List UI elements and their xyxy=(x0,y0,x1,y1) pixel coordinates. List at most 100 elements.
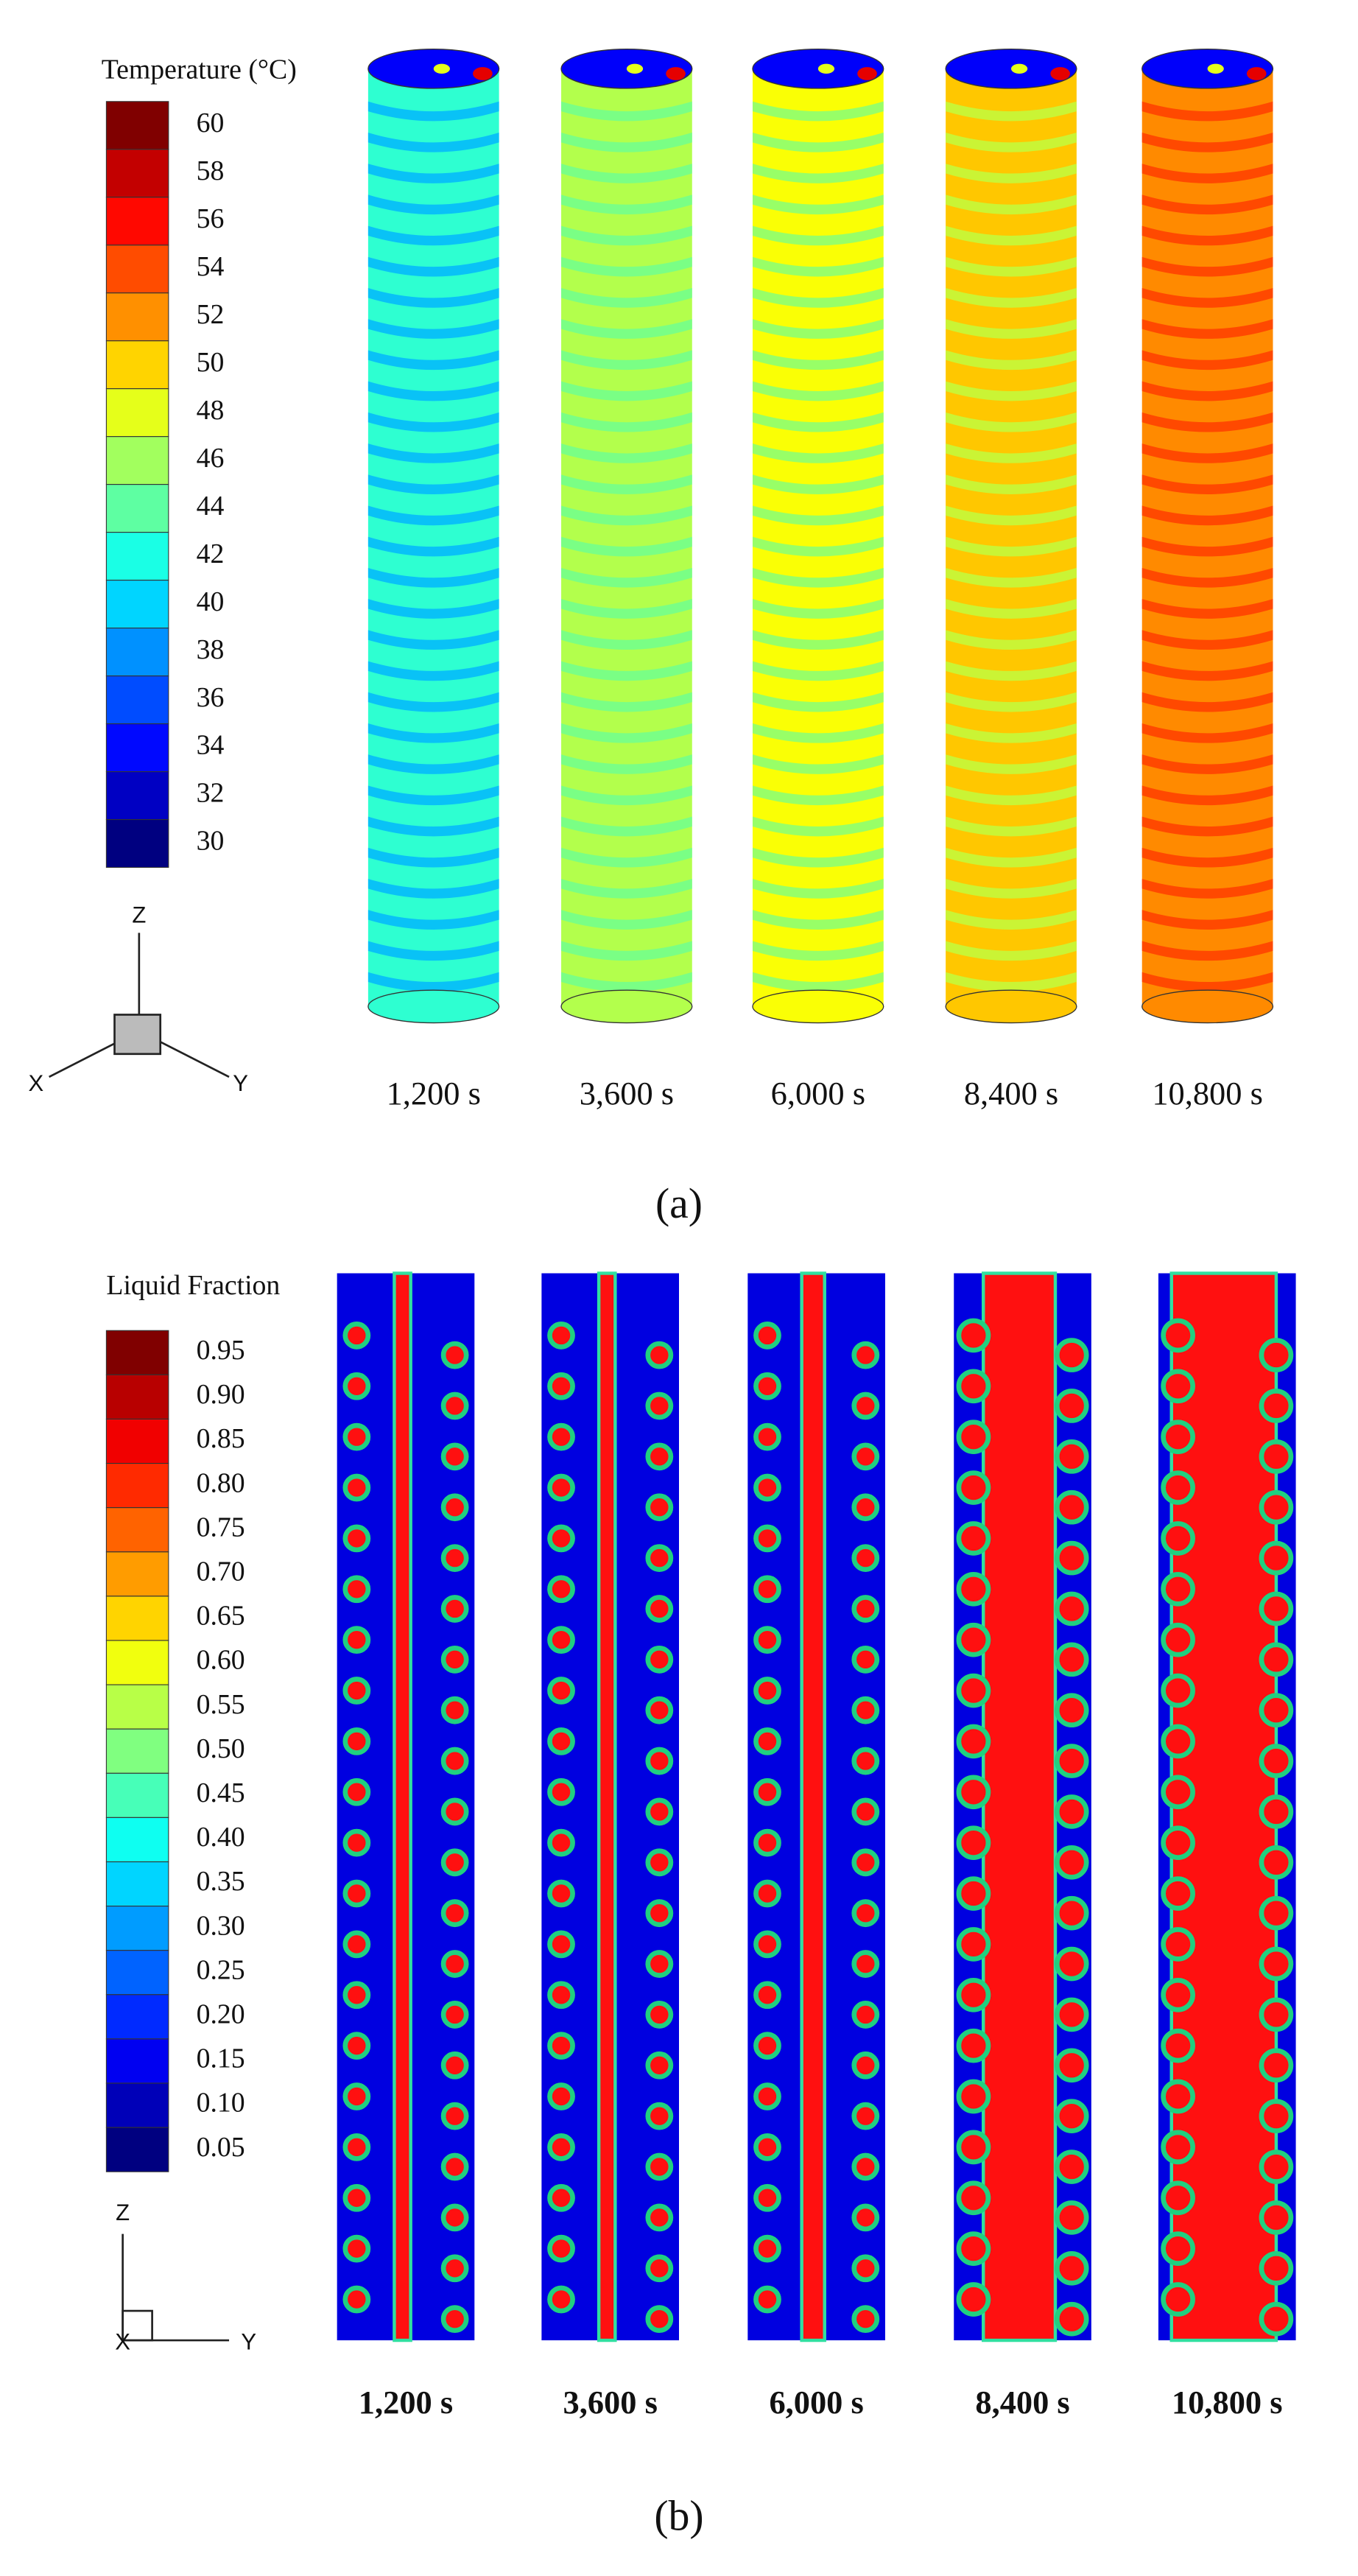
stripe xyxy=(1141,972,1273,992)
melt-spot xyxy=(645,1797,674,1826)
stripe xyxy=(946,972,1077,992)
time-label: 10,800 s xyxy=(1172,2384,1283,2421)
legend-swatch xyxy=(105,532,169,581)
legend-swatch xyxy=(105,1596,169,1641)
stripe xyxy=(561,879,692,899)
cylinder xyxy=(367,69,499,1007)
stripe xyxy=(752,505,884,526)
melt-spot xyxy=(645,2203,674,2232)
melt-spot xyxy=(547,1322,575,1350)
legend-label: 0.75 xyxy=(197,1512,245,1543)
legend-label: 56 xyxy=(197,203,225,234)
stripe xyxy=(561,256,692,277)
legend-label: 0.40 xyxy=(197,1822,245,1853)
port xyxy=(1246,67,1267,80)
melt-spot xyxy=(645,2152,674,2181)
melt-spot xyxy=(547,1930,575,1959)
melt-spot xyxy=(547,1524,575,1553)
legend-label: 0.90 xyxy=(197,1379,245,1410)
melt-spot xyxy=(956,1977,991,2012)
stripe xyxy=(1141,505,1273,526)
stripe xyxy=(1141,101,1273,122)
stripe xyxy=(752,319,884,339)
melt-spot xyxy=(547,1828,575,1857)
melt-spot xyxy=(342,1626,371,1654)
legend-swatch xyxy=(105,1950,169,1996)
melt-spot xyxy=(956,1369,991,1404)
melt-spot xyxy=(547,1422,575,1451)
stripe xyxy=(946,816,1077,837)
stripe xyxy=(752,164,884,183)
stripe xyxy=(752,443,884,463)
melt-spot xyxy=(440,2001,469,2029)
stripe xyxy=(946,599,1077,619)
stripe xyxy=(946,941,1077,961)
stripe xyxy=(561,910,692,930)
legend-title: Temperature (°C) xyxy=(102,54,297,85)
legend-label: 42 xyxy=(197,538,225,569)
melt-spot xyxy=(547,1981,575,2010)
melt-spot xyxy=(1054,1338,1089,1372)
stripe xyxy=(1141,536,1273,557)
stripe xyxy=(367,816,499,837)
stripe xyxy=(561,319,692,339)
axis-label: X xyxy=(115,2329,130,2355)
melt-spot xyxy=(1054,1439,1089,1474)
legend-label: 0.05 xyxy=(197,2132,245,2163)
melt-spot xyxy=(1259,1338,1294,1372)
melt-spot xyxy=(1259,2149,1294,2184)
melt-spot xyxy=(1161,1673,1195,1708)
axis-label: Z xyxy=(132,902,146,927)
stripe xyxy=(367,661,499,681)
legend-swatch xyxy=(105,818,169,868)
legend-swatch xyxy=(105,1418,169,1464)
legend-label: 44 xyxy=(197,491,225,522)
melt-spot xyxy=(851,1797,880,1826)
melt-spot xyxy=(1259,2250,1294,2286)
melt-spot xyxy=(1259,2301,1294,2337)
legend-swatch xyxy=(105,628,169,677)
legend-swatch xyxy=(105,1507,169,1553)
melt-spot xyxy=(753,1626,781,1654)
melt-spot xyxy=(1161,1369,1195,1404)
stripe xyxy=(752,194,884,215)
melt-spot xyxy=(547,2234,575,2263)
melt-spot xyxy=(1259,1895,1294,1931)
legend-label: 0.95 xyxy=(197,1335,245,1366)
melt-spot xyxy=(753,1524,781,1553)
melt-spot xyxy=(1054,1744,1089,1778)
melt-spot xyxy=(1259,1693,1294,1728)
stripe xyxy=(1141,630,1273,650)
legend-swatch xyxy=(105,2038,169,2084)
port xyxy=(666,67,686,80)
melt-spot xyxy=(342,1524,371,1553)
stripe xyxy=(367,599,499,619)
melt-spot xyxy=(1161,1927,1195,1962)
stripe xyxy=(1141,164,1273,183)
melt-spot xyxy=(342,1930,371,1959)
legend-label: 32 xyxy=(197,778,225,809)
melt-spot xyxy=(1259,2099,1294,2134)
melt-spot xyxy=(342,1322,371,1350)
stripe xyxy=(561,194,692,215)
melt-spot xyxy=(645,1442,674,1471)
legend-swatch xyxy=(105,1551,169,1597)
legend-swatch xyxy=(105,1817,169,1863)
melt-spot xyxy=(342,1422,371,1451)
stripe xyxy=(752,474,884,494)
melt-spot xyxy=(1054,1591,1089,1626)
melt-spot xyxy=(645,1645,674,1674)
melt-spot xyxy=(440,1341,469,1369)
melt-spot xyxy=(1054,2048,1089,2083)
stripe xyxy=(946,132,1077,152)
stripe xyxy=(752,661,884,681)
cylinder-bottom xyxy=(1141,989,1274,1024)
melt-spot xyxy=(547,1727,575,1755)
stripe xyxy=(561,754,692,774)
legend-swatch xyxy=(105,1906,169,1951)
melt-spot xyxy=(440,1747,469,1775)
stripe xyxy=(367,443,499,463)
stripe xyxy=(1141,661,1273,681)
melt-spot xyxy=(753,2082,781,2110)
